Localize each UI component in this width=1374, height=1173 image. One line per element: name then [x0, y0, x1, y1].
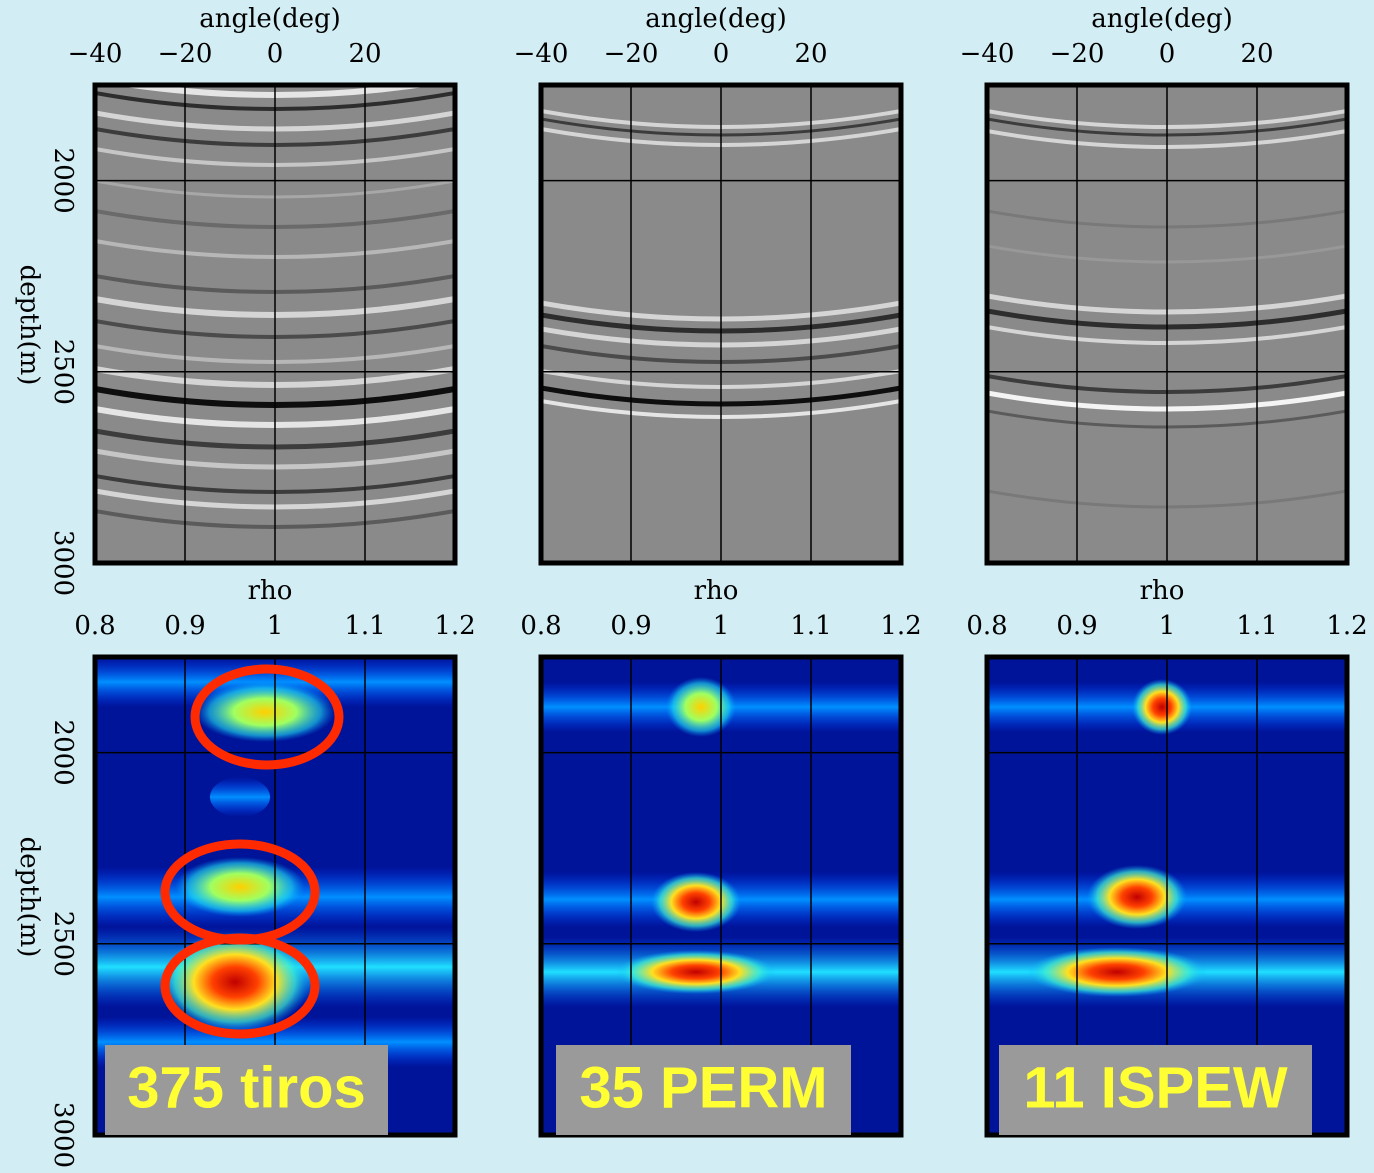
- x-tick-label: 0.8: [966, 611, 1007, 641]
- x-tick-label: 0.8: [74, 611, 115, 641]
- y-tick-label: 3000: [48, 1102, 78, 1168]
- x-tick-label: 0.9: [164, 611, 205, 641]
- x-axis-label: rho: [1140, 576, 1185, 606]
- highlight-ellipse: [160, 933, 320, 1039]
- x-tick-label: 1: [713, 611, 730, 641]
- x-tick-label: 20: [794, 39, 827, 69]
- x-axis-label: angle(deg): [199, 4, 341, 34]
- x-tick-label: 1.1: [790, 611, 831, 641]
- heat-blob: [195, 682, 335, 742]
- heat-blob: [666, 677, 736, 737]
- x-tick-label: 1.2: [880, 611, 921, 641]
- x-tick-label: −20: [158, 39, 213, 69]
- panel-frame: [92, 82, 458, 566]
- heat-blob: [160, 932, 310, 1032]
- y-tick-label: 3000: [48, 530, 78, 596]
- x-tick-label: 1.2: [434, 611, 475, 641]
- highlight-ellipse: [190, 664, 344, 770]
- x-tick-label: 0.8: [520, 611, 561, 641]
- x-axis-label: rho: [694, 576, 739, 606]
- annotation: 35 PERM: [579, 1055, 827, 1120]
- x-tick-label: 0.9: [1056, 611, 1097, 641]
- x-tick-label: 1.1: [344, 611, 385, 641]
- y-axis-label: depth(m): [14, 837, 44, 958]
- annotation-box: [556, 1045, 851, 1135]
- heat-blob: [616, 950, 776, 994]
- x-tick-label: 0: [267, 39, 284, 69]
- y-tick-label: 2500: [48, 339, 78, 405]
- heat-blob: [210, 777, 270, 817]
- annotation-box: [105, 1045, 388, 1135]
- x-tick-label: −40: [960, 39, 1015, 69]
- x-tick-label: −20: [1050, 39, 1105, 69]
- x-tick-label: 20: [1240, 39, 1273, 69]
- y-tick-label: 2500: [48, 911, 78, 977]
- heat-blob: [175, 857, 305, 917]
- x-tick-label: 1: [1159, 611, 1176, 641]
- x-axis-label: rho: [248, 576, 293, 606]
- x-tick-label: 0.9: [610, 611, 651, 641]
- x-tick-label: −20: [604, 39, 659, 69]
- y-tick-label: 2000: [48, 720, 78, 786]
- panel-frame: [538, 82, 904, 566]
- panel-frame: [984, 82, 1350, 566]
- annotation: 11 ISPEW: [1023, 1055, 1288, 1120]
- heat-blob: [651, 872, 741, 932]
- heat-blob: [1087, 865, 1187, 929]
- annotation-box: [999, 1045, 1312, 1135]
- x-axis-label: angle(deg): [1091, 4, 1233, 34]
- x-tick-label: −40: [68, 39, 123, 69]
- x-axis-label: angle(deg): [645, 4, 787, 34]
- y-tick-label: 2000: [48, 148, 78, 214]
- x-tick-label: 1.2: [1326, 611, 1367, 641]
- x-tick-label: 0: [1159, 39, 1176, 69]
- x-tick-label: 0: [713, 39, 730, 69]
- heat-blob: [1027, 947, 1207, 997]
- x-tick-label: 20: [348, 39, 381, 69]
- heat-blob: [1132, 679, 1192, 735]
- x-tick-label: 1.1: [1236, 611, 1277, 641]
- x-tick-label: −40: [514, 39, 569, 69]
- annotation: 375 tiros: [127, 1055, 366, 1120]
- x-tick-label: 1: [267, 611, 284, 641]
- y-axis-label: depth(m): [14, 265, 44, 386]
